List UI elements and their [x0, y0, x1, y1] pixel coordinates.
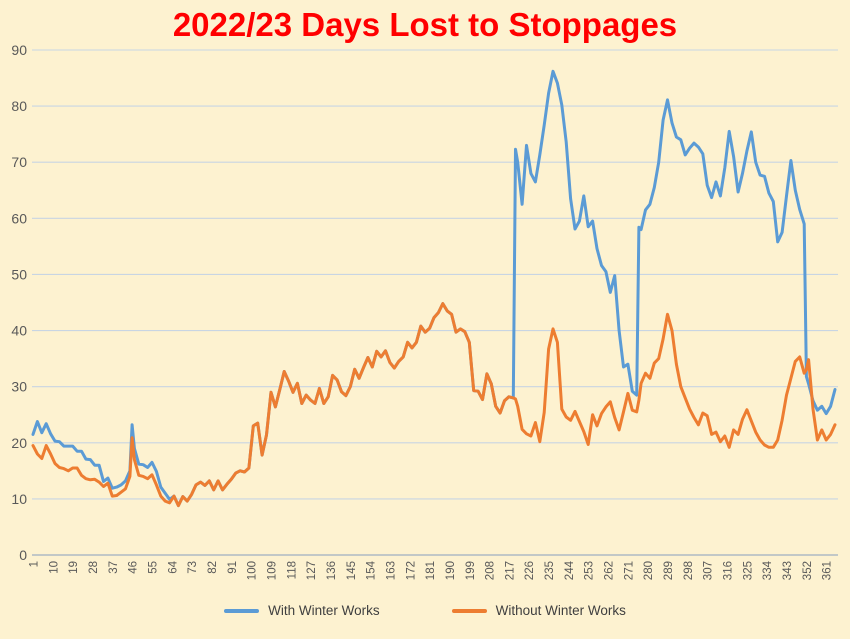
svg-text:298: 298: [683, 561, 695, 580]
svg-text:163: 163: [385, 561, 397, 580]
svg-text:262: 262: [604, 561, 616, 580]
svg-text:307: 307: [703, 561, 715, 580]
svg-text:10: 10: [48, 561, 60, 574]
legend-line-swatch-blue: [224, 608, 260, 613]
svg-text:361: 361: [822, 561, 834, 580]
svg-text:91: 91: [227, 561, 239, 574]
svg-text:181: 181: [425, 561, 437, 580]
svg-text:154: 154: [366, 560, 378, 580]
svg-text:127: 127: [306, 561, 318, 580]
svg-text:50: 50: [11, 266, 27, 282]
svg-text:19: 19: [68, 561, 80, 574]
svg-text:73: 73: [187, 561, 199, 574]
svg-text:136: 136: [326, 561, 338, 580]
svg-text:352: 352: [802, 561, 814, 580]
svg-text:118: 118: [286, 561, 298, 579]
svg-text:199: 199: [465, 561, 477, 580]
svg-text:0: 0: [19, 547, 27, 563]
legend-item-with-winter-works: With Winter Works: [224, 603, 380, 618]
svg-text:37: 37: [108, 561, 120, 574]
svg-text:190: 190: [445, 561, 457, 580]
svg-text:253: 253: [584, 561, 596, 580]
svg-text:271: 271: [623, 561, 635, 580]
svg-text:316: 316: [723, 561, 735, 580]
svg-text:40: 40: [11, 323, 27, 339]
svg-text:145: 145: [346, 561, 358, 580]
svg-text:70: 70: [11, 154, 27, 170]
svg-text:80: 80: [11, 98, 27, 114]
svg-text:10: 10: [11, 491, 27, 507]
svg-text:235: 235: [544, 561, 556, 580]
svg-text:82: 82: [207, 561, 219, 574]
chart-title: 2022/23 Days Lost to Stoppages: [172, 6, 678, 43]
svg-text:217: 217: [504, 561, 516, 580]
svg-text:30: 30: [11, 379, 27, 395]
svg-text:20: 20: [11, 435, 27, 451]
svg-text:343: 343: [782, 561, 794, 580]
legend: With Winter Works Without Winter Works: [0, 603, 850, 618]
svg-text:28: 28: [88, 561, 100, 574]
svg-text:334: 334: [762, 560, 774, 580]
svg-text:60: 60: [11, 210, 27, 226]
svg-text:109: 109: [266, 561, 278, 580]
svg-text:325: 325: [742, 561, 754, 580]
svg-text:55: 55: [147, 561, 159, 574]
svg-text:280: 280: [643, 561, 655, 580]
svg-text:46: 46: [128, 561, 140, 574]
svg-text:64: 64: [167, 560, 179, 573]
svg-text:172: 172: [405, 561, 417, 580]
svg-text:289: 289: [663, 561, 675, 580]
legend-line-swatch-orange: [451, 608, 487, 613]
legend-label: With Winter Works: [268, 603, 380, 618]
legend-item-without-winter-works: Without Winter Works: [451, 603, 626, 618]
svg-text:244: 244: [564, 560, 576, 580]
legend-label: Without Winter Works: [495, 603, 626, 618]
svg-text:1: 1: [29, 561, 41, 567]
svg-text:208: 208: [485, 561, 497, 580]
svg-text:90: 90: [11, 42, 27, 58]
svg-text:226: 226: [524, 561, 536, 580]
svg-text:100: 100: [247, 561, 259, 580]
